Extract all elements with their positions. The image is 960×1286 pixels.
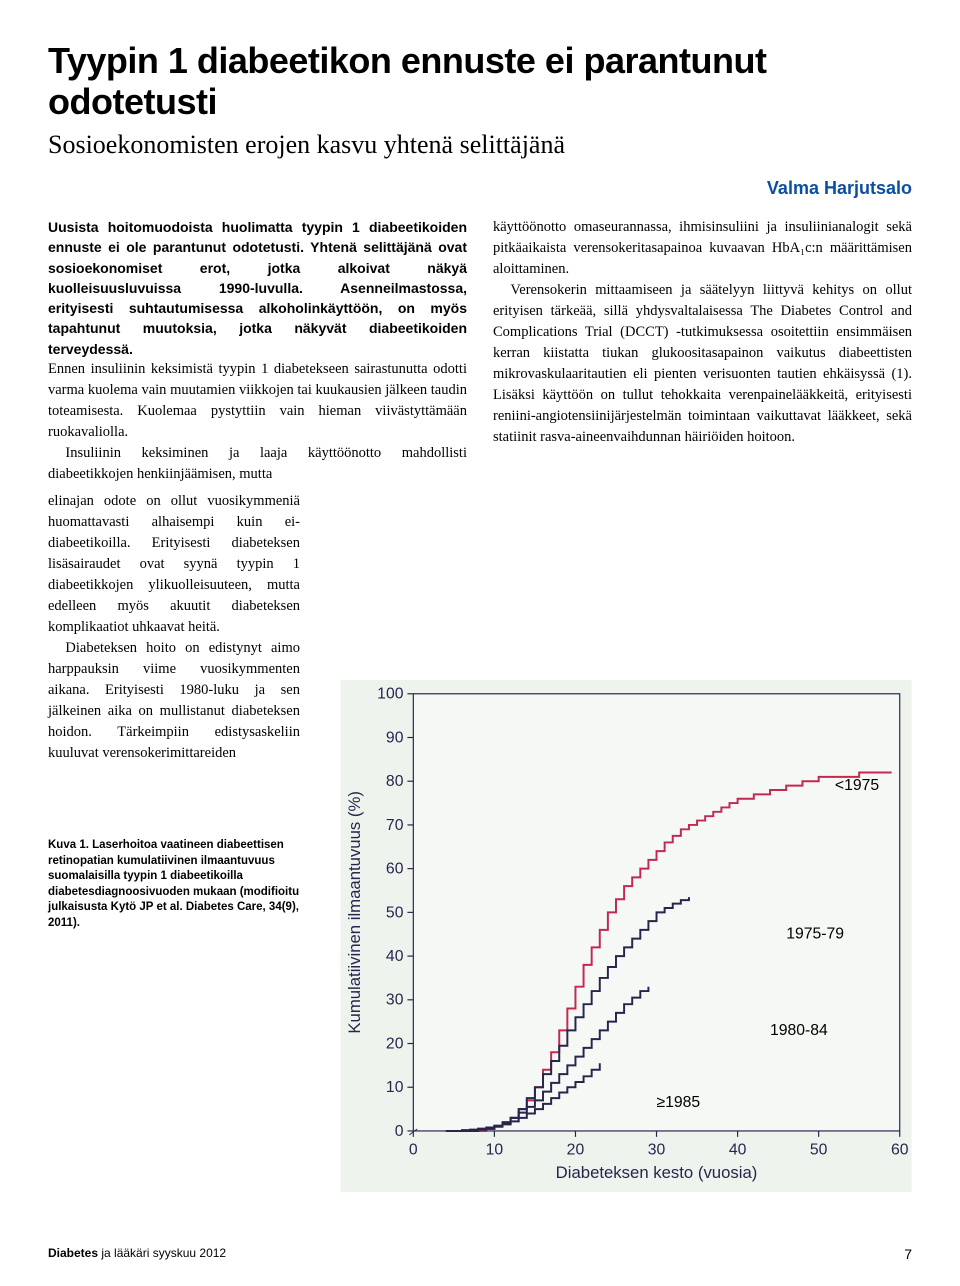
article-subtitle: Sosioekonomisten erojen kasvu yhtenä sel… xyxy=(48,129,912,160)
article-title: Tyypin 1 diabeetikon ennuste ei parantun… xyxy=(48,40,912,123)
body-paragraph: Diabeteksen hoito on edistynyt aimo harp… xyxy=(48,638,300,764)
left-narrow-column: elinajan odote on ollut vuosikymmeniä hu… xyxy=(48,491,300,764)
svg-text:30: 30 xyxy=(648,1142,666,1159)
svg-text:0: 0 xyxy=(409,1142,418,1159)
svg-text:40: 40 xyxy=(386,948,404,965)
svg-text:70: 70 xyxy=(386,817,404,834)
svg-text:10: 10 xyxy=(386,1079,404,1096)
intro-paragraph: Uusista hoitomuodoista huolimatta tyypin… xyxy=(48,217,467,359)
svg-text:60: 60 xyxy=(891,1142,909,1159)
body-paragraph: elinajan odote on ollut vuosikymmeniä hu… xyxy=(48,491,300,638)
page-number: 7 xyxy=(904,1246,912,1262)
author-name: Valma Harjutsalo xyxy=(48,178,912,199)
figure-1: 0 10 20 30 40 50 60 70 80 90 100 0 10 20 30 40 50 60 <197… xyxy=(336,676,916,1196)
svg-text:1975-79: 1975-79 xyxy=(786,926,844,943)
svg-text:20: 20 xyxy=(567,1142,585,1159)
magazine-info: Diabetes ja lääkäri syyskuu 2012 xyxy=(48,1246,226,1262)
svg-text:20: 20 xyxy=(386,1035,404,1052)
body-paragraph: Ennen insuliinin keksimistä tyypin 1 dia… xyxy=(48,359,467,443)
svg-text:10: 10 xyxy=(486,1142,504,1159)
svg-text:<1975: <1975 xyxy=(835,777,879,794)
svg-text:50: 50 xyxy=(810,1142,828,1159)
svg-text:60: 60 xyxy=(386,861,404,878)
body-paragraph: Verensokerin mittaamiseen ja säätelyyn l… xyxy=(493,280,912,448)
svg-text:40: 40 xyxy=(729,1142,747,1159)
svg-text:≥1985: ≥1985 xyxy=(657,1094,701,1111)
svg-text:90: 90 xyxy=(386,729,404,746)
svg-text:Diabeteksen kesto (vuosia): Diabeteksen kesto (vuosia) xyxy=(556,1163,758,1182)
body-paragraph: käyttöönotto omaseurannassa, ihmisinsuli… xyxy=(493,217,912,280)
svg-text:100: 100 xyxy=(377,686,404,703)
svg-text:30: 30 xyxy=(386,992,404,1009)
body-paragraph: Insuliinin keksiminen ja laaja käyttööno… xyxy=(48,443,467,485)
svg-text:80: 80 xyxy=(386,773,404,790)
figure-caption: Kuva 1. Laserhoitoa vaatineen diabeettis… xyxy=(48,838,300,931)
magazine-name: Diabetes xyxy=(48,1246,98,1260)
svg-text:50: 50 xyxy=(386,904,404,921)
svg-text:Kumulatiivinen ilmaantuvuus (%: Kumulatiivinen ilmaantuvuus (%) xyxy=(345,791,364,1034)
svg-text:0: 0 xyxy=(395,1123,404,1140)
page-footer: Diabetes ja lääkäri syyskuu 2012 7 xyxy=(48,1246,912,1262)
magazine-issue: ja lääkäri syyskuu 2012 xyxy=(98,1246,226,1260)
chart-svg: 0 10 20 30 40 50 60 70 80 90 100 0 10 20 30 40 50 60 <197… xyxy=(340,680,912,1192)
svg-text:1980-84: 1980-84 xyxy=(770,1022,828,1039)
